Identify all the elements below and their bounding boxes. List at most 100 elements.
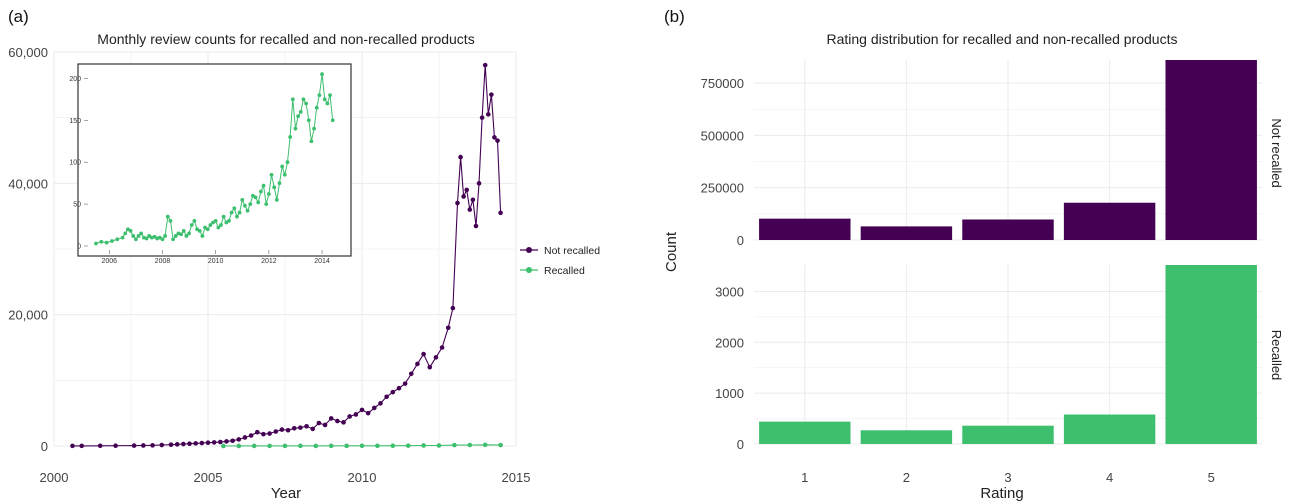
inset-data-point xyxy=(163,234,168,238)
data-point xyxy=(211,440,217,445)
data-point xyxy=(365,410,371,416)
inset-data-point xyxy=(120,235,125,240)
inset-data-point xyxy=(187,231,191,236)
inset-data-point xyxy=(277,181,282,186)
inset-data-point xyxy=(328,93,332,98)
inset-data-point xyxy=(221,214,226,219)
data-point xyxy=(436,443,442,448)
series-line xyxy=(72,65,502,447)
data-point xyxy=(485,112,491,117)
inset-data-point xyxy=(256,200,261,205)
inset-data-point xyxy=(314,105,319,110)
inset-data-point xyxy=(165,214,170,219)
inset-frame xyxy=(77,63,352,257)
inset-data-point xyxy=(312,126,316,131)
data-point xyxy=(236,437,242,442)
data-point xyxy=(450,305,456,311)
data-point xyxy=(328,443,334,449)
bar xyxy=(962,219,1054,240)
data-point xyxy=(473,223,479,229)
inset-data-point xyxy=(325,101,330,106)
data-point xyxy=(113,443,118,449)
y-tick-label: 0 xyxy=(737,437,744,452)
inset-data-point xyxy=(298,110,303,114)
inset-x-tick-label: 2010 xyxy=(208,258,224,265)
y-tick-label: 40,000 xyxy=(8,176,48,191)
y-tick-label: 60,000 xyxy=(8,45,48,60)
data-point xyxy=(479,115,485,120)
inset-data-point xyxy=(261,183,266,188)
inset-data-point xyxy=(272,185,277,190)
inset-data-point xyxy=(216,225,221,230)
facet-strip-not-recalled: Not recalled xyxy=(1269,118,1284,187)
inset-data-point xyxy=(197,229,202,233)
inset-data-point xyxy=(133,237,138,242)
data-point xyxy=(254,429,260,435)
inset-data-point xyxy=(317,93,322,98)
x-tick-label: 3 xyxy=(1004,470,1011,485)
data-point xyxy=(372,405,377,411)
data-point xyxy=(378,401,383,406)
y-tick-label: 1000 xyxy=(715,386,744,401)
data-point xyxy=(279,427,285,432)
x-tick-label: 2005 xyxy=(194,470,223,485)
data-point xyxy=(452,442,457,448)
data-point xyxy=(464,187,470,193)
y-tick-label: 2000 xyxy=(715,335,744,350)
bar xyxy=(759,218,851,240)
data-point xyxy=(341,420,346,425)
inset-data-point xyxy=(243,203,247,208)
chart-a-x-ticks: 2000 2005 2010 2015 xyxy=(40,470,531,485)
data-point xyxy=(97,443,103,449)
y-tick-label: 250000 xyxy=(701,181,744,196)
legend-recalled-label: Recalled xyxy=(544,265,585,277)
data-point xyxy=(467,442,473,448)
inset-data-point xyxy=(179,232,183,237)
inset-data-point xyxy=(200,234,205,238)
inset-data-point xyxy=(258,189,263,194)
y-tick-label: 0 xyxy=(41,439,48,454)
inset-data-point xyxy=(189,223,194,227)
panel-label-b: (b) xyxy=(664,7,685,26)
data-point xyxy=(492,135,497,140)
inset-data-point xyxy=(266,192,271,196)
chart-a-legend: Not recalled Recalled xyxy=(520,245,600,277)
inset-y-tick-label: 50 xyxy=(73,202,81,209)
data-point xyxy=(421,351,426,357)
data-point xyxy=(310,426,316,432)
data-point xyxy=(159,442,165,448)
inset-data-point xyxy=(181,229,186,233)
inset-data-point xyxy=(136,234,141,238)
data-point xyxy=(427,364,433,370)
inset-data-point xyxy=(213,218,218,223)
inset-data-point xyxy=(330,118,335,123)
inset-y-tick-label: 200 xyxy=(69,76,81,83)
inset-data-point xyxy=(227,218,231,223)
data-point xyxy=(261,431,266,437)
data-point xyxy=(193,441,198,446)
legend-recalled-marker xyxy=(526,267,532,273)
inset-data-point xyxy=(235,214,239,219)
data-point xyxy=(498,210,503,216)
inset-data-point xyxy=(104,240,109,245)
x-tick-label: 1 xyxy=(801,470,808,485)
data-point xyxy=(168,442,174,447)
data-point xyxy=(402,381,408,386)
inset-data-point xyxy=(160,237,165,242)
data-point xyxy=(445,325,451,331)
inset-data-point xyxy=(219,223,223,227)
data-point xyxy=(224,439,229,444)
data-point xyxy=(267,443,272,449)
chart-a-title: Monthly review counts for recalled and n… xyxy=(97,31,474,47)
data-point xyxy=(482,442,488,448)
inset-ticks: 0 50 100 150 200 2006 2008 2010 2012 2014 xyxy=(69,76,330,265)
inset-data-point xyxy=(94,241,98,246)
inset-data-point xyxy=(288,135,293,139)
inset-data-point xyxy=(128,229,133,233)
data-point xyxy=(282,443,288,449)
inset-data-point xyxy=(304,101,309,106)
inset-data-point xyxy=(110,239,114,243)
x-tick-label: 4 xyxy=(1106,470,1113,485)
data-point xyxy=(236,443,242,449)
bar xyxy=(1165,60,1257,240)
